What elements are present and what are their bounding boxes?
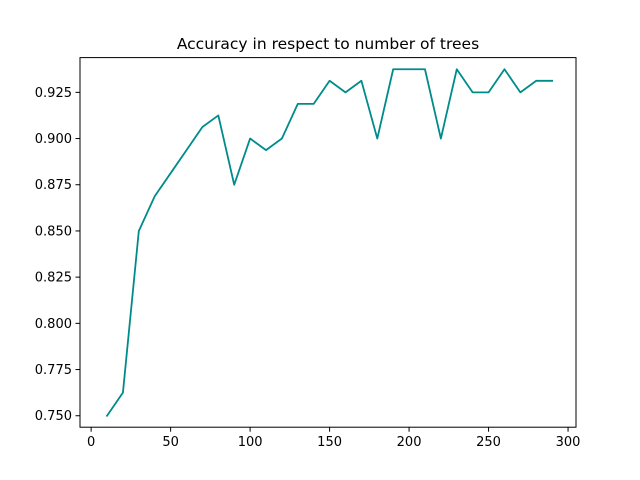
y-tick-label: 0.900 xyxy=(35,132,72,147)
x-tick-label: 50 xyxy=(162,435,179,450)
y-tick-label: 0.850 xyxy=(35,224,72,239)
y-tick-label: 0.750 xyxy=(35,409,72,424)
series-layer xyxy=(105,68,554,417)
y-tick-label: 0.800 xyxy=(35,317,72,332)
x-tick-label: 200 xyxy=(397,435,422,450)
chart-title: Accuracy in respect to number of trees xyxy=(177,35,479,53)
series-line xyxy=(105,68,554,417)
y-tick-label: 0.925 xyxy=(35,86,72,101)
y-tick-label: 0.825 xyxy=(35,271,72,286)
x-tick-label: 100 xyxy=(238,435,263,450)
y-tick-label: 0.875 xyxy=(35,178,72,193)
x-tick-label: 150 xyxy=(317,435,342,450)
plot-frame xyxy=(79,57,577,428)
x-tick-label: 300 xyxy=(556,435,581,450)
x-tick-label: 250 xyxy=(476,435,501,450)
axes-layer: 0 50 100 150 200 250 300 0.750 0.775 0.800 0.825 0.… xyxy=(35,57,581,450)
y-tick-label: 0.775 xyxy=(35,363,72,378)
x-tick-label: 0 xyxy=(87,435,95,450)
